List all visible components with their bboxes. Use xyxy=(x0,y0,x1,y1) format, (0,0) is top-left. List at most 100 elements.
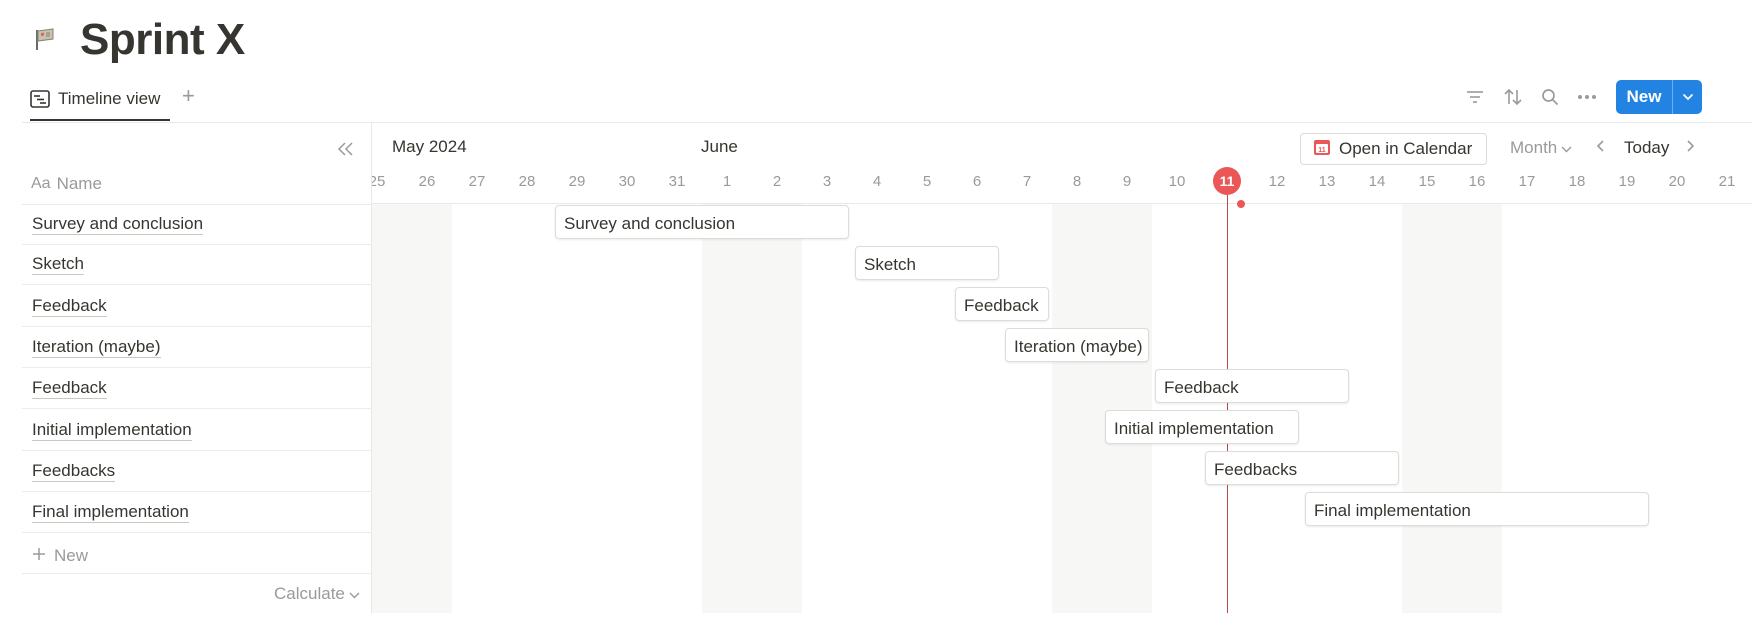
day-label: 6 xyxy=(972,173,982,190)
name-header-label: Name xyxy=(56,174,102,193)
table-row: Iteration (maybe) xyxy=(22,328,371,368)
day-label: 9 xyxy=(1122,173,1132,190)
table-row: Sketch xyxy=(22,245,371,285)
timeline-bar[interactable]: Final implementation xyxy=(1305,492,1649,526)
day-label: 14 xyxy=(1368,173,1386,190)
filter-icon[interactable] xyxy=(1462,84,1488,110)
add-view-button[interactable]: + xyxy=(182,83,195,108)
day-label: 7 xyxy=(1022,173,1032,190)
day-label: 5 xyxy=(922,173,932,190)
new-button-group: New xyxy=(1616,80,1702,114)
timeline-bar[interactable]: Survey and conclusion xyxy=(555,205,849,239)
header-divider xyxy=(22,122,1752,123)
day-label: 30 xyxy=(618,173,636,190)
row-title[interactable]: Sketch xyxy=(32,254,84,275)
timeline-bar[interactable]: Feedbacks xyxy=(1205,451,1399,485)
search-icon[interactable] xyxy=(1537,84,1563,110)
page-title: Sprint X xyxy=(80,15,245,64)
day-label: 26 xyxy=(418,173,436,190)
weekend-shade xyxy=(702,203,802,613)
table-row: Initial implementation xyxy=(22,411,371,451)
row-title[interactable]: Feedbacks xyxy=(32,461,116,482)
row-title[interactable]: Final implementation xyxy=(32,502,189,523)
tab-underline xyxy=(30,119,170,121)
chevron-down-icon xyxy=(1561,138,1572,158)
timeline-header-divider xyxy=(372,203,1752,204)
today-button[interactable]: Today xyxy=(1624,138,1670,157)
day-label: 15 xyxy=(1418,173,1436,190)
weekend-shade xyxy=(372,203,452,613)
panel-divider xyxy=(371,123,372,613)
day-label: 18 xyxy=(1568,173,1586,190)
day-label: 4 xyxy=(872,173,882,190)
day-label: 29 xyxy=(568,173,586,190)
table-row: Final implementation xyxy=(22,493,371,533)
text-property-icon: Aa xyxy=(31,175,51,192)
row-title[interactable]: Initial implementation xyxy=(32,420,192,441)
day-label: 31 xyxy=(668,173,686,190)
day-label: 25 xyxy=(372,173,386,190)
day-label: 20 xyxy=(1668,173,1686,190)
table-header-divider xyxy=(22,204,371,205)
weekend-shade xyxy=(1052,203,1152,613)
day-label: 27 xyxy=(468,173,486,190)
calendar-icon: 11 xyxy=(1313,138,1331,161)
day-label: 13 xyxy=(1318,173,1336,190)
add-row-button[interactable]: New xyxy=(22,538,371,574)
chevron-left-icon[interactable] xyxy=(1596,138,1606,159)
timeline-bar[interactable]: Initial implementation xyxy=(1105,410,1299,444)
table-row: Survey and conclusion xyxy=(22,205,371,245)
day-label: 2 xyxy=(772,173,782,190)
row-title[interactable]: Survey and conclusion xyxy=(32,214,204,235)
row-title[interactable]: Feedback xyxy=(32,378,107,399)
row-title[interactable]: Iteration (maybe) xyxy=(32,337,161,358)
day-label: 3 xyxy=(822,173,832,190)
day-label: 19 xyxy=(1618,173,1636,190)
chevron-right-icon[interactable] xyxy=(1685,138,1695,159)
collapse-sidebar-icon[interactable] xyxy=(335,138,357,160)
calculate-button[interactable]: Calculate xyxy=(274,584,360,604)
svg-text:11: 11 xyxy=(1318,147,1326,154)
today-line xyxy=(1227,195,1228,613)
table-row: Feedback xyxy=(22,369,371,409)
tab-timeline-view[interactable]: Timeline view xyxy=(30,86,160,112)
add-row-label: New xyxy=(54,545,89,565)
day-label: 12 xyxy=(1268,173,1286,190)
new-button-separator xyxy=(1672,80,1673,114)
tab-label: Timeline view xyxy=(58,89,161,108)
chevron-down-icon[interactable] xyxy=(1673,80,1702,114)
open-in-calendar-button[interactable]: 11 Open in Calendar xyxy=(1300,133,1488,165)
range-selector[interactable]: Month xyxy=(1510,138,1572,158)
timeline-canvas[interactable]: May 2024 June 25 26 27 28 29 30 31 1 2 3 4 5 6 7 8 9 10 12 1… xyxy=(372,123,1752,613)
today-dot xyxy=(1237,200,1245,208)
table-row: Feedback xyxy=(22,287,371,327)
calculate-label: Calculate xyxy=(274,584,345,603)
new-button[interactable]: New xyxy=(1626,87,1662,106)
name-column-header[interactable]: Aa Name xyxy=(31,174,102,194)
today-badge: 11 xyxy=(1213,167,1241,195)
day-label: 10 xyxy=(1168,173,1186,190)
month-label: June xyxy=(701,137,738,156)
weekend-shade xyxy=(1402,203,1502,613)
timeline-bar[interactable]: Iteration (maybe) xyxy=(1005,328,1149,362)
day-label: 16 xyxy=(1468,173,1486,190)
day-label: 17 xyxy=(1518,173,1536,190)
day-label: 8 xyxy=(1072,173,1082,190)
plus-icon xyxy=(32,546,46,566)
row-title[interactable]: Feedback xyxy=(32,296,107,317)
flag-icon[interactable] xyxy=(34,26,56,52)
day-label: 21 xyxy=(1718,173,1736,190)
timeline-bar[interactable]: Sketch xyxy=(855,246,999,280)
month-label: May 2024 xyxy=(392,137,467,156)
table-row: Feedbacks xyxy=(22,452,371,492)
timeline-icon xyxy=(30,90,50,108)
timeline-bar[interactable]: Feedback xyxy=(1155,369,1349,403)
range-selector-label: Month xyxy=(1510,138,1558,157)
open-in-calendar-label: Open in Calendar xyxy=(1339,139,1473,158)
day-label: 1 xyxy=(722,173,732,190)
timeline-bar[interactable]: Feedback xyxy=(955,287,1049,321)
sort-icon[interactable] xyxy=(1500,84,1526,110)
more-icon[interactable] xyxy=(1574,84,1600,110)
chevron-down-icon xyxy=(349,584,360,604)
day-label: 28 xyxy=(518,173,536,190)
